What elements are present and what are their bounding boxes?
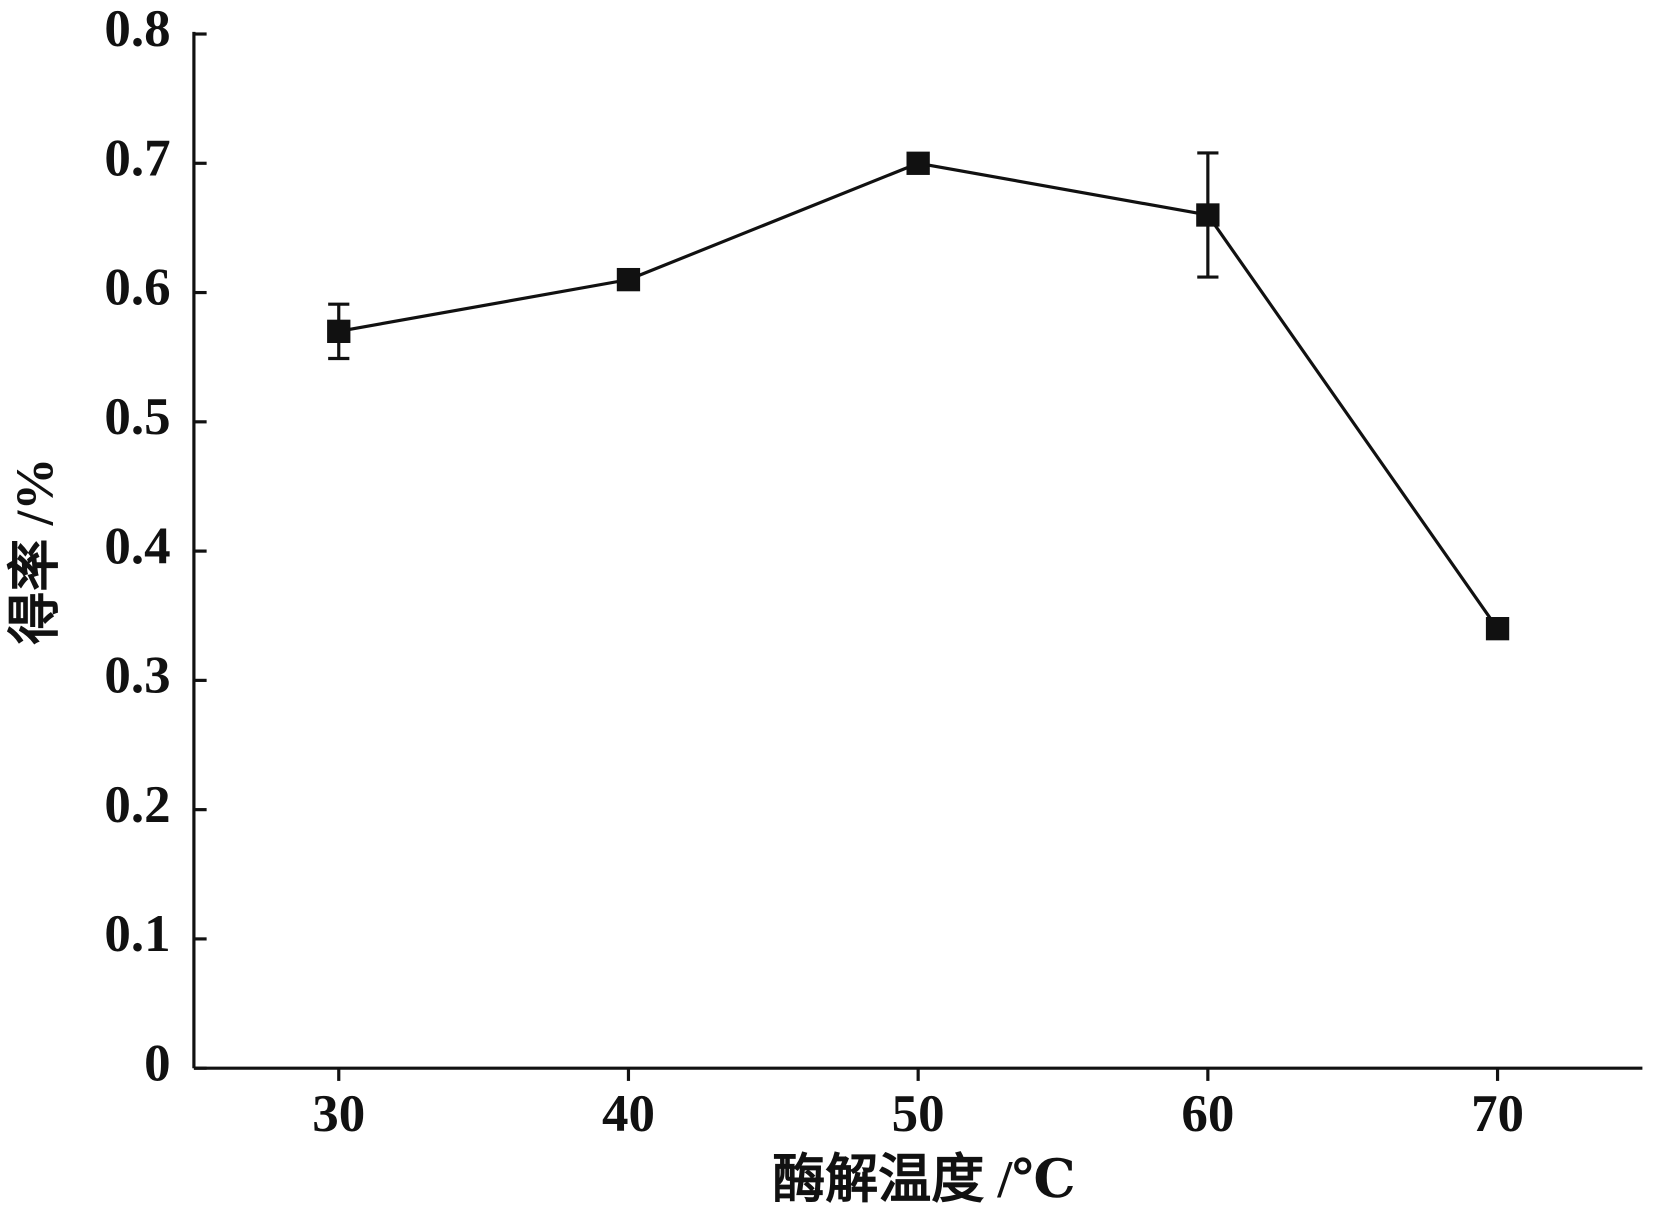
data-point [1485, 617, 1510, 641]
x-tick-label: 60 [1181, 1085, 1234, 1143]
x-tick-label: 40 [602, 1085, 655, 1143]
x-axis-label: 酶解温度 /℃ [772, 1150, 1075, 1209]
y-tick-label: 0.8 [104, 0, 170, 58]
y-tick-label: 0.4 [104, 517, 170, 575]
y-tick-label: 0.5 [104, 388, 170, 446]
x-tick-label: 30 [312, 1085, 365, 1143]
x-tick-label: 50 [892, 1085, 945, 1143]
y-axis-label: 得率 /% [5, 458, 64, 645]
y-tick-label: 0.3 [104, 647, 170, 705]
y-tick-label: 0.1 [104, 905, 170, 963]
data-point [327, 319, 351, 343]
y-tick-label: 0 [144, 1034, 170, 1092]
x-tick-label: 70 [1471, 1085, 1524, 1143]
y-tick-label: 0.2 [104, 776, 170, 834]
data-point [906, 151, 930, 175]
data-point [1196, 203, 1220, 227]
data-point [616, 267, 641, 292]
y-tick-label: 0.7 [104, 129, 170, 187]
y-tick-label: 0.6 [104, 259, 170, 317]
data-line [338, 161, 1499, 630]
